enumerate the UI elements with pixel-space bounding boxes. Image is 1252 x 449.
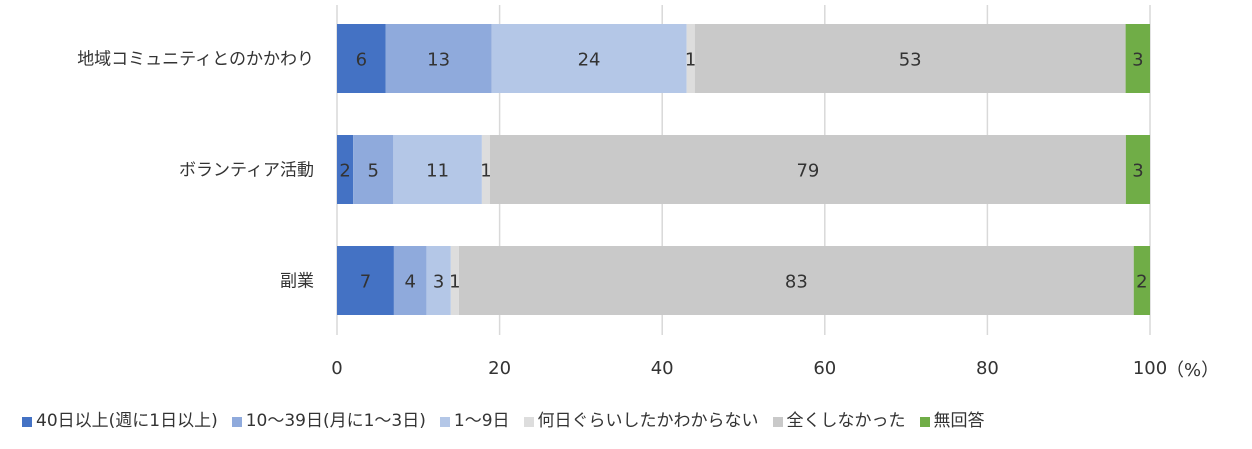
bar-segment <box>686 24 695 93</box>
data-label: 79 <box>796 161 819 182</box>
data-label: 13 <box>427 50 450 71</box>
data-label: 3 <box>1132 161 1143 182</box>
x-tick-label: 80 <box>976 358 999 379</box>
legend-item: 全くしなかった <box>772 406 906 431</box>
bar-segment <box>426 246 451 315</box>
bar-segment <box>489 135 1126 204</box>
category-label: 地域コミュニティとのかかわり <box>77 50 314 70</box>
data-label: 2 <box>1136 272 1147 293</box>
legend-label: 何日ぐらいしたかわからない <box>537 411 759 431</box>
data-label: 24 <box>578 50 601 71</box>
legend-label: 1～9日 <box>453 411 510 431</box>
data-label: 11 <box>426 161 449 182</box>
legend-swatch <box>439 416 450 427</box>
legend-label: 10～39日(月に1～3日) <box>245 411 426 431</box>
legend-swatch <box>919 416 930 427</box>
legend-item: 40日以上(週に1日以上) <box>22 406 218 431</box>
bar-segment <box>337 135 354 204</box>
category-label: ボランティア活動 <box>179 161 314 181</box>
data-label: 53 <box>899 50 922 71</box>
legend-item: 無回答 <box>919 406 985 431</box>
data-label: 5 <box>367 161 378 182</box>
legend-item: 10～39日(月に1～3日) <box>231 406 426 431</box>
data-label: 1 <box>685 50 696 71</box>
bar-segment <box>385 24 492 93</box>
bar-segment <box>694 24 1126 93</box>
legend-label: 40日以上(週に1日以上) <box>36 411 218 431</box>
bar-segment <box>337 24 386 93</box>
x-tick-label: 60 <box>813 358 836 379</box>
x-tick-label: 40 <box>651 358 674 379</box>
bar-segment <box>1125 24 1150 93</box>
bar-segment <box>458 246 1134 315</box>
x-tick-label: 0 <box>331 358 342 379</box>
bar-segment <box>481 135 490 204</box>
data-label: 1 <box>449 272 460 293</box>
x-tick-label: 20 <box>488 358 511 379</box>
data-label: 83 <box>785 272 808 293</box>
data-label: 1 <box>480 161 491 182</box>
legend-label: 無回答 <box>933 411 985 431</box>
legend-swatch <box>523 416 534 427</box>
legend-item: 1～9日 <box>439 406 510 431</box>
bar-segment <box>450 246 459 315</box>
data-label: 3 <box>1132 50 1143 71</box>
data-label: 4 <box>404 272 415 293</box>
legend-label: 全くしなかった <box>786 411 906 431</box>
legend-item: 何日ぐらいしたかわからない <box>523 406 759 431</box>
category-label: 副業 <box>280 272 314 292</box>
bar-segment <box>393 135 482 204</box>
data-label: 2 <box>339 161 350 182</box>
legend-swatch <box>231 416 242 427</box>
data-label: 3 <box>433 272 444 293</box>
bar-segment <box>393 246 427 315</box>
legend-swatch <box>772 416 783 427</box>
bar-segment <box>491 24 687 93</box>
bar-segment <box>337 246 394 315</box>
legend: 40日以上(週に1日以上) 10～39日(月に1～3日) 1～9日 何日ぐらいしたかわ… <box>22 406 985 431</box>
data-label: 6 <box>356 50 367 71</box>
bar-segment <box>353 135 394 204</box>
x-unit-label: （%） <box>1166 360 1220 381</box>
bar-segment <box>1133 246 1150 315</box>
x-tick-label: 100 <box>1133 358 1167 379</box>
data-label: 7 <box>360 272 371 293</box>
legend-swatch <box>22 416 32 427</box>
bar-segment <box>1125 135 1150 204</box>
